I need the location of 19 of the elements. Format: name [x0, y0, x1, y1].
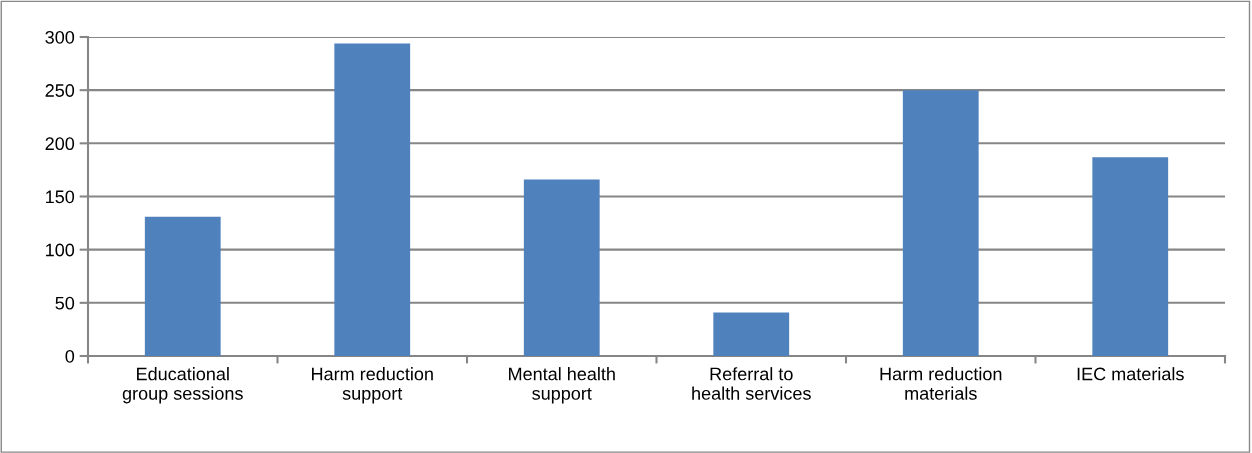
x-tick-label: Harm reduction support: [312, 367, 433, 404]
y-tick-label: 100: [46, 243, 75, 257]
y-tick-label: 0: [65, 349, 75, 363]
x-tick-label: IEC materials: [1077, 367, 1184, 381]
bar: [523, 179, 600, 356]
x-tick-label: Educational group sessions: [122, 367, 243, 404]
x-tick-label: Referral to health services: [692, 367, 811, 400]
bar: [144, 216, 221, 356]
bar: [902, 90, 979, 356]
x-tick-label: Mental health support: [509, 367, 615, 404]
y-tick-label: 200: [45, 137, 75, 151]
x-tick-label: Harm reduction materials: [880, 367, 1002, 400]
y-tick-label: 150: [46, 190, 75, 204]
bar: [334, 43, 411, 356]
bar: [713, 312, 790, 356]
y-tick-label: 300: [45, 30, 75, 44]
y-tick-label: 250: [45, 84, 75, 97]
y-tick-label: 50: [55, 296, 75, 310]
bar: [1092, 157, 1169, 356]
